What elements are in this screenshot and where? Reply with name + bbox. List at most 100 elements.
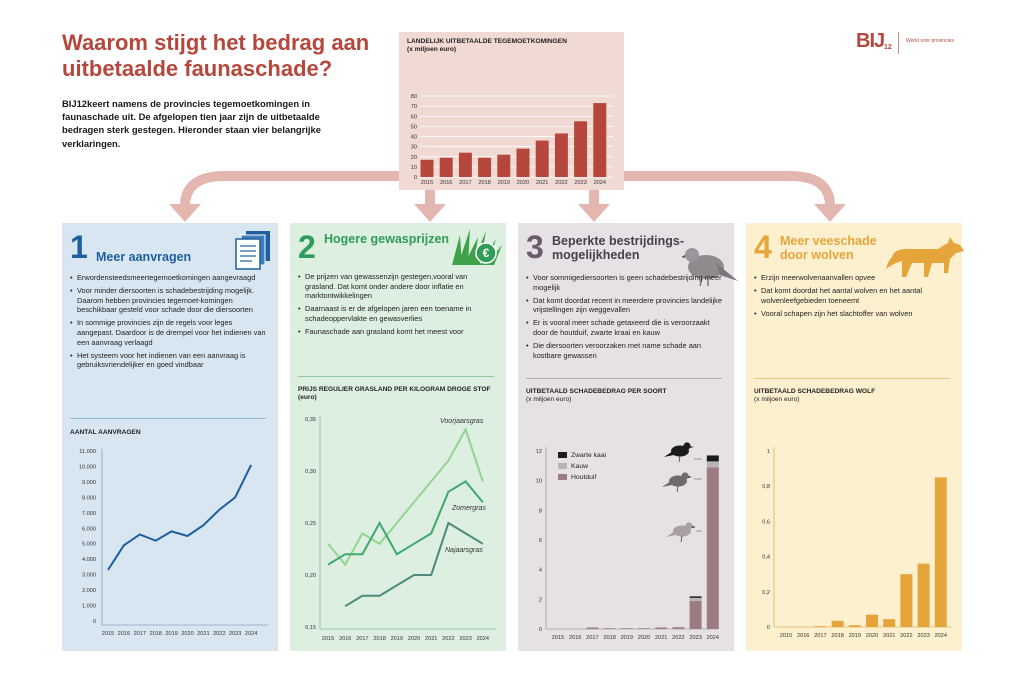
bar — [848, 625, 861, 627]
bullet: Vooral schapen zijn het slachtoffer van … — [754, 309, 952, 319]
x-tick-label: 2021 — [197, 631, 209, 637]
bar — [439, 157, 453, 177]
y-tick-label: 20 — [411, 155, 417, 161]
legend-swatch — [558, 452, 567, 458]
y-tick-label: 4 — [539, 568, 542, 574]
wolf-chart-title-text: UITBETAALD SCHADEBEDRAG WOLF — [754, 388, 876, 395]
bullet: De prijzen van gewassenzijn gestegen,voo… — [298, 272, 496, 301]
x-tick-label: 2018 — [373, 636, 385, 642]
x-tick-label: 2016 — [797, 633, 809, 639]
y-tick-label: 0,4 — [762, 555, 770, 561]
bar-segment — [706, 461, 719, 468]
y-tick-label: 60 — [411, 114, 417, 120]
x-tick-label: 2022 — [442, 636, 454, 642]
bullet: In sommige provincies zijn de regels voo… — [70, 318, 268, 347]
grasland-line-chart: 0,15 0,20 0,25 0,30 0,35 Voorjaarsgras Zomergr… — [305, 415, 496, 642]
logo-tagline: Werkt voor provincies — [906, 38, 954, 44]
bar — [554, 133, 568, 177]
x-tick-label: 2023 — [229, 631, 241, 637]
x-tick-label: 2016 — [339, 636, 351, 642]
bar-segment — [655, 627, 668, 629]
x-tick-label: 2018 — [149, 631, 161, 637]
bar — [593, 103, 607, 177]
x-tick-label: 2017 — [586, 635, 598, 641]
x-tick-label: 2024 — [245, 631, 257, 637]
y-tick-label: 7.000 — [82, 511, 96, 517]
x-tick-label: 2016 — [569, 635, 581, 641]
x-tick-label: 2015 — [102, 631, 114, 637]
series-line — [327, 426, 484, 567]
x-tick-label: 2021 — [536, 180, 548, 186]
panel-title: Meer veeschade door wolven — [780, 234, 877, 262]
bullet: Daarnaast is er de afgelopen jaren een t… — [298, 304, 496, 323]
bar — [934, 477, 947, 627]
y-tick-label: 2.000 — [82, 588, 96, 594]
aanvragen-chart-title: AANTAL AANVRAGEN — [70, 429, 141, 436]
bullet: Erwordensteedsmeertegemoetkomingen aange… — [70, 273, 268, 283]
page-title: Waarom stijgt het bedrag aan uitbetaalde… — [62, 30, 370, 81]
bar — [535, 140, 549, 177]
soort-chart-title-text: UITBETAALD SCHADEBEDRAG PER SOORT — [526, 388, 667, 395]
y-tick-label: 80 — [411, 94, 417, 100]
x-tick-label: 2024 — [935, 633, 947, 639]
x-tick-label: 2019 — [621, 635, 633, 641]
bullet: Voor sommigediersoorten is geen schadebe… — [526, 273, 724, 292]
bullet: Het systeem voor het indienen van een aa… — [70, 351, 268, 370]
separator — [754, 378, 950, 379]
x-tick-label: 2023 — [917, 633, 929, 639]
panel-number: 2 — [298, 229, 316, 265]
bullet: Er is vooral meer schade getaxeerd die i… — [526, 318, 724, 337]
y-tick-label: 0 — [414, 175, 417, 181]
x-tick-label: 2017 — [814, 633, 826, 639]
panel-number: 1 — [70, 229, 88, 265]
x-tick-label: 2020 — [408, 636, 420, 642]
panel-title: Meer aanvragen — [96, 250, 192, 264]
legend-label: Kauw — [571, 463, 588, 470]
series-label: Zomergras — [451, 505, 486, 512]
y-tick-label: 70 — [411, 104, 417, 110]
y-tick-label: 1 — [767, 449, 770, 455]
bar-segment — [586, 627, 599, 629]
y-tick-label: 0,8 — [762, 484, 770, 490]
y-tick-label: 0,30 — [305, 469, 316, 475]
bar-segment — [689, 596, 702, 598]
x-tick-label: 2020 — [181, 631, 193, 637]
x-tick-label: 2015 — [322, 636, 334, 642]
bar — [917, 563, 930, 627]
bullet: Erzijn meerwolvenaanvallen opvee — [754, 273, 952, 283]
y-tick-label: 6.000 — [82, 526, 96, 532]
legend-swatch — [558, 463, 567, 469]
bar-segment — [603, 628, 616, 629]
bar — [420, 159, 434, 177]
y-tick-label: 8 — [539, 508, 542, 514]
wolf-icon — [886, 237, 964, 277]
x-tick-label: 2015 — [421, 180, 433, 186]
y-tick-label: 8.000 — [82, 495, 96, 501]
x-tick-label: 2019 — [391, 636, 403, 642]
soort-chart-subtitle: (x miljoen euro) — [526, 396, 572, 404]
bij12-logo[interactable]: BIJ 12 Werkt voor provincies — [856, 30, 966, 56]
y-tick-label: 0,2 — [762, 590, 770, 596]
y-tick-label: 0,6 — [762, 519, 770, 525]
wolf-chart-subtitle: (x miljoen euro) — [754, 396, 800, 404]
arrow-line-right — [619, 171, 835, 211]
panel-title: Beperkte bestrijdings- mogelijkheden — [552, 234, 684, 262]
document-icon — [235, 231, 270, 270]
panel-bullets: Voor sommigediersoorten is geen schadebe… — [526, 273, 724, 364]
x-tick-label: 2020 — [638, 635, 650, 641]
bar — [883, 619, 896, 627]
x-tick-label: 2024 — [594, 180, 606, 186]
bar-segment — [672, 626, 685, 628]
bar — [478, 157, 492, 177]
logo-divider — [898, 32, 899, 54]
x-tick-label: 2018 — [478, 180, 490, 186]
x-tick-label: 2023 — [459, 636, 471, 642]
y-tick-label: 3.000 — [82, 573, 96, 579]
y-tick-label: 1.000 — [82, 604, 96, 610]
panel-bullets: Erwordensteedsmeertegemoetkomingen aange… — [70, 273, 268, 373]
series-label: Najaarsgras — [445, 547, 483, 554]
panel-number: 3 — [526, 229, 544, 265]
bar — [831, 620, 844, 627]
bar — [458, 152, 472, 177]
